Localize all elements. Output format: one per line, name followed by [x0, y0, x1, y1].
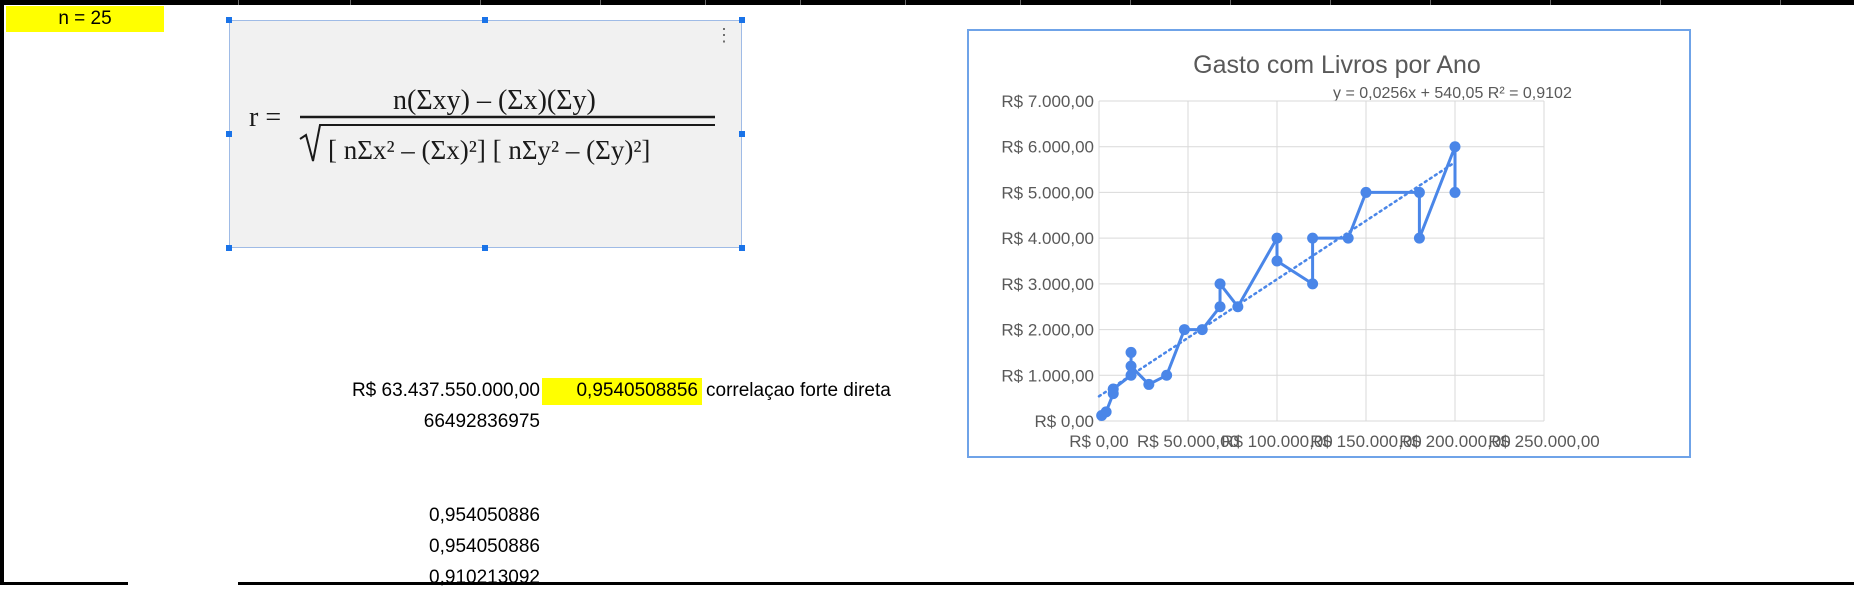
data-point — [1125, 360, 1137, 372]
bottom-edge-bar — [0, 582, 1854, 585]
x-tick-label: R$ 200.000,00 — [1399, 432, 1511, 451]
data-point — [1307, 232, 1319, 244]
y-axis-tick-labels: R$ 0,00 R$ 1.000,00 R$ 2.000,00 R$ 3.000,00… — [1001, 92, 1094, 431]
data-point — [1214, 301, 1226, 313]
data-point — [1232, 301, 1244, 313]
resize-handle-top-left[interactable] — [226, 17, 232, 23]
column-separator[interactable] — [238, 0, 239, 5]
y-tick-label: R$ 0,00 — [1034, 412, 1094, 431]
row-header-bar — [0, 0, 4, 585]
x-axis-tick-labels: R$ 0,00 R$ 50.000,00R$ 100.000,00R$ 150.0… — [1069, 432, 1600, 451]
more-options-icon[interactable]: ⋮ — [715, 25, 733, 45]
resize-handle-bottom-left[interactable] — [226, 245, 232, 251]
resize-handle-top[interactable] — [482, 17, 488, 23]
y-tick-label: R$ 6.000,00 — [1001, 138, 1094, 157]
data-point — [1413, 186, 1425, 198]
data-point — [1449, 141, 1461, 153]
column-separator[interactable] — [1550, 0, 1551, 5]
data-point — [1271, 255, 1283, 267]
formula-denominator: [ nΣx² – (Σx)²] [ nΣy² – (Σy)²] — [328, 135, 650, 165]
formula-image[interactable]: r = n(Σxy) – (Σx)(Σy) [ nΣx² – (Σx)²] [ … — [226, 17, 745, 251]
scatter-chart[interactable]: Gasto com Livros por Ano y = 0,0256x + 5… — [967, 29, 1691, 458]
x-tick-label: R$ 150.000,00 — [1310, 432, 1422, 451]
formula-numerator: n(Σxy) – (Σx)(Σy) — [393, 85, 596, 116]
column-separator[interactable] — [1780, 0, 1781, 5]
column-separator[interactable] — [1430, 0, 1431, 5]
data-point — [1196, 324, 1208, 336]
y-tick-label: R$ 1.000,00 — [1001, 366, 1094, 385]
trendline-path — [1097, 161, 1457, 398]
data-point — [1107, 383, 1119, 395]
value-cell[interactable]: 0,954050886 — [429, 505, 540, 526]
trendline — [1097, 161, 1457, 398]
chart-title: Gasto com Livros por Ano — [1193, 51, 1481, 79]
formula-lhs: r = — [249, 102, 281, 133]
data-point — [1271, 232, 1283, 244]
column-separator[interactable] — [800, 0, 801, 5]
y-tick-label: R$ 2.000,00 — [1001, 321, 1094, 340]
denominator-cell[interactable]: 66492836975 — [423, 411, 540, 432]
data-point — [1161, 369, 1173, 381]
column-separator[interactable] — [1660, 0, 1661, 5]
value-cell[interactable]: 0,954050886 — [429, 536, 540, 557]
y-tick-label: R$ 7.000,00 — [1001, 92, 1094, 111]
value-cell[interactable]: 0,910213092 — [429, 567, 540, 588]
data-point — [1342, 232, 1354, 244]
x-tick-label: R$ 100.000,00 — [1221, 432, 1333, 451]
correlation-coefficient-cell[interactable]: 0,9540508856 — [542, 378, 702, 405]
data-point — [1125, 346, 1137, 358]
n-cell[interactable]: n = 25 — [6, 6, 164, 32]
correlation-label-cell[interactable]: correlaçao forte direta — [706, 380, 891, 401]
column-separator[interactable] — [600, 0, 601, 5]
resize-handle-right[interactable] — [739, 131, 745, 137]
x-tick-label: R$ 50.000,00 — [1137, 432, 1239, 451]
resize-handle-bottom[interactable] — [482, 245, 488, 251]
formula-drawing: r = n(Σxy) – (Σx)(Σy) [ nΣx² – (Σx)²] [ … — [249, 85, 715, 165]
data-point — [1143, 378, 1155, 390]
data-point — [1307, 278, 1319, 290]
sqrt-sign — [299, 124, 715, 162]
column-separator[interactable] — [350, 0, 351, 5]
data-point — [1125, 369, 1137, 381]
column-header-bar — [0, 0, 1854, 5]
column-separator[interactable] — [1230, 0, 1231, 5]
column-separator[interactable] — [1330, 0, 1331, 5]
data-point — [1100, 406, 1112, 418]
y-tick-label: R$ 4.000,00 — [1001, 229, 1094, 248]
grid-lines — [1098, 100, 1545, 422]
trendline-equation: y = 0,0256x + 540,05 R² = 0,9102 — [1333, 85, 1572, 102]
data-point — [1214, 278, 1226, 290]
y-tick-label: R$ 3.000,00 — [1001, 275, 1094, 294]
data-series — [1096, 141, 1461, 422]
data-point — [1178, 324, 1190, 336]
column-separator[interactable] — [705, 0, 706, 5]
x-tick-label: R$ 250.000,00 — [1488, 432, 1600, 451]
resize-handle-top-right[interactable] — [739, 17, 745, 23]
resize-handle-left[interactable] — [226, 131, 232, 137]
data-point — [1413, 232, 1425, 244]
column-separator[interactable] — [480, 0, 481, 5]
bottom-edge-gap — [128, 582, 238, 585]
x-tick-label: R$ 0,00 — [1069, 432, 1129, 451]
column-separator[interactable] — [905, 0, 906, 5]
data-point — [1449, 186, 1461, 198]
resize-handle-bottom-right[interactable] — [739, 245, 745, 251]
data-point — [1360, 186, 1372, 198]
column-separator[interactable] — [1020, 0, 1021, 5]
y-tick-label: R$ 5.000,00 — [1001, 183, 1094, 202]
numerator-cell[interactable]: R$ 63.437.550.000,00 — [351, 380, 540, 401]
column-separator[interactable] — [1130, 0, 1131, 5]
chart-canvas: Gasto com Livros por Ano y = 0,0256x + 5… — [1001, 51, 1600, 451]
